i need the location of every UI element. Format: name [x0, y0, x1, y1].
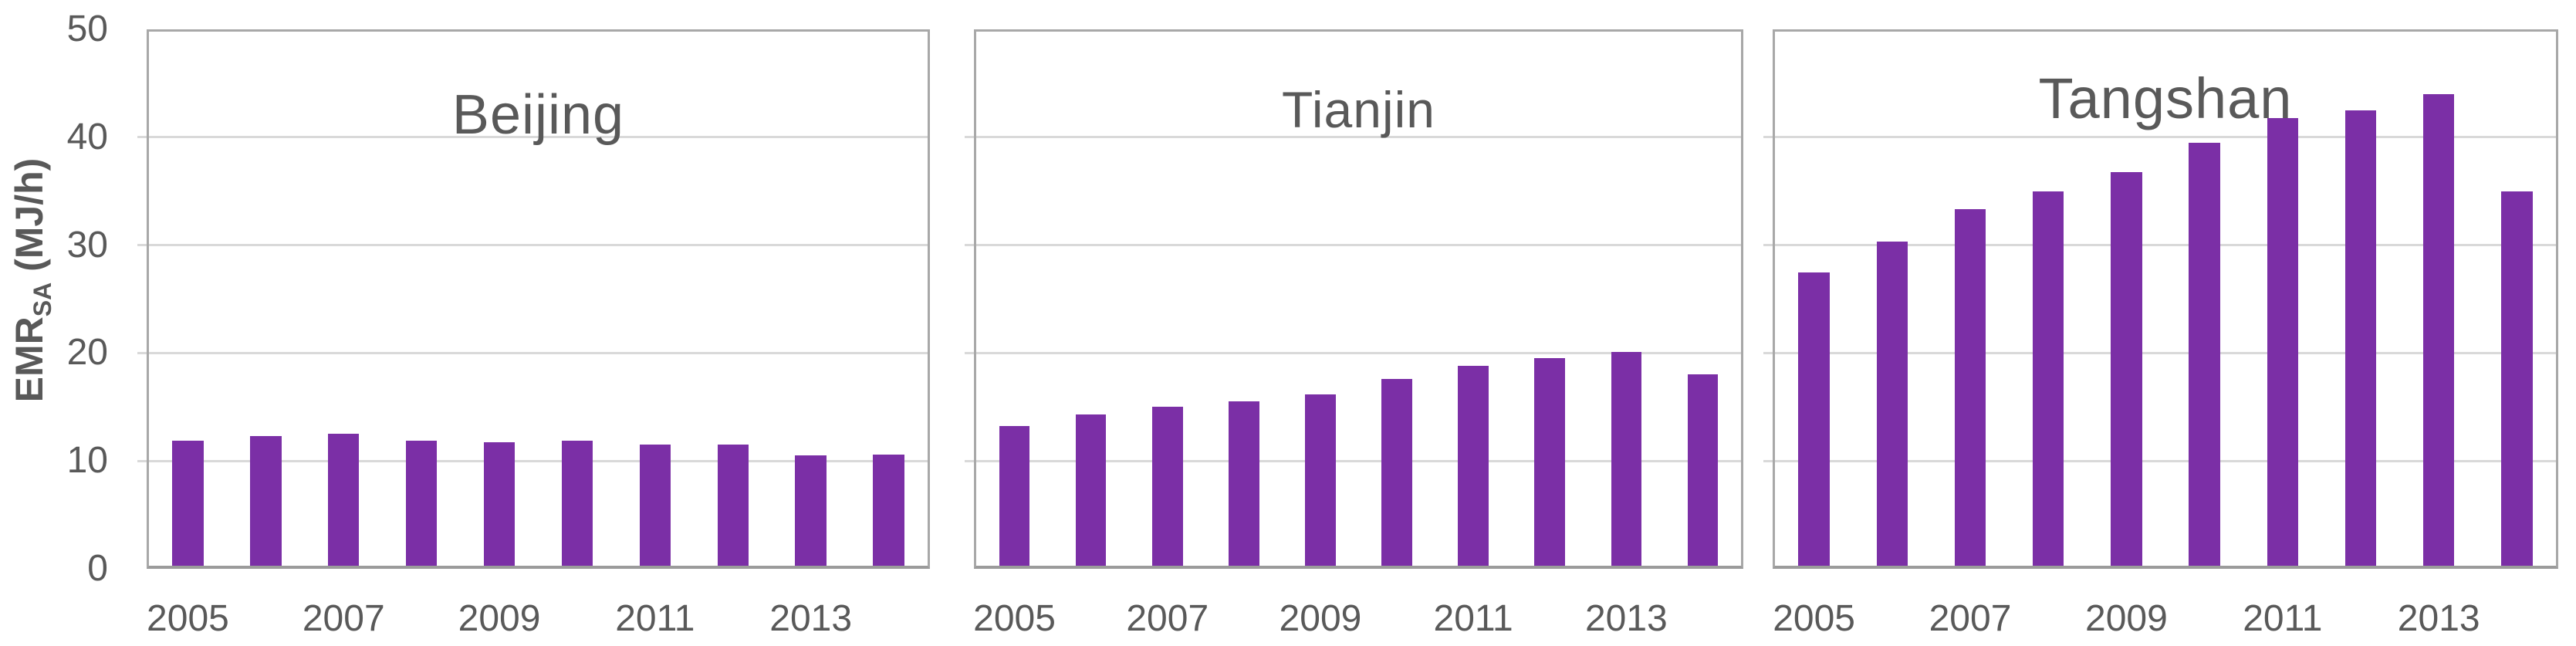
x-tick-label-2009: 2009 [458, 598, 541, 639]
bar-tianjin-2007 [1151, 407, 1183, 566]
y-tick-label: 50 [66, 8, 108, 49]
y-tick-label: 20 [66, 332, 108, 374]
bar-tianjin-2009 [1305, 394, 1336, 566]
bar-tianjin-2014 [1687, 374, 1719, 566]
x-tick-label-2005: 2005 [1773, 598, 1855, 639]
x-tick-label-2005: 2005 [973, 598, 1056, 639]
gridline-10 [149, 459, 928, 462]
bar-beijing-2005 [172, 440, 204, 566]
y-tick-mark-40 [137, 136, 147, 139]
panel-title-tangshan: Tangshan [2038, 66, 2293, 130]
y-tick-mark-10 [965, 459, 974, 462]
panel-tianjin: Tianjin [965, 29, 1743, 569]
y-tick-mark-20 [137, 351, 147, 354]
x-tick-label-2011: 2011 [2243, 598, 2323, 639]
y-tick-mark-40 [965, 136, 974, 139]
y-tick-mark-30 [1763, 244, 1773, 247]
bar-tianjin-2012 [1534, 358, 1566, 566]
bar-tangshan-2006 [1876, 242, 1908, 566]
y-tick-label: 40 [66, 116, 108, 157]
x-tick-label-2013: 2013 [1584, 598, 1668, 639]
gridline-40 [976, 136, 1741, 139]
x-tick-label-2009: 2009 [1279, 598, 1362, 639]
bar-tangshan-2007 [1954, 209, 1986, 566]
x-tick-label-2005: 2005 [147, 598, 229, 639]
x-tick-label-2011: 2011 [1433, 598, 1513, 639]
gridline-30 [1775, 244, 2556, 247]
panel-title-beijing: Beijing [451, 84, 625, 146]
bar-tangshan-2012 [2344, 110, 2377, 566]
gridline-30 [976, 244, 1741, 247]
y-tick-mark-20 [965, 351, 974, 354]
y-tick-mark-10 [137, 459, 147, 462]
gridline-20 [149, 351, 928, 354]
gridline-10 [1775, 459, 2556, 462]
gridline-20 [976, 351, 1741, 354]
gridline-40 [1775, 136, 2556, 139]
y-tick-label: 10 [66, 440, 108, 482]
bar-tianjin-2011 [1458, 366, 1489, 566]
x-tick-label-2013: 2013 [2397, 598, 2480, 639]
gridline-30 [149, 244, 928, 247]
bar-beijing-2010 [561, 440, 593, 566]
x-tick-label-2007: 2007 [1126, 598, 1209, 639]
bar-tianjin-2008 [1229, 401, 1259, 566]
bar-beijing-2008 [405, 440, 438, 566]
bar-beijing-2006 [250, 436, 282, 566]
x-tick-label-2007: 2007 [302, 598, 385, 639]
bar-tangshan-2005 [1798, 272, 1830, 566]
panel-title-tianjin: Tianjin [1282, 81, 1435, 138]
bar-tangshan-2014 [2501, 191, 2533, 566]
bar-tianjin-2013 [1611, 352, 1642, 566]
y-tick-mark-30 [137, 244, 147, 247]
y-tick-mark-40 [1763, 136, 1773, 139]
bar-beijing-2007 [328, 434, 360, 566]
gridline-20 [1775, 351, 2556, 354]
bar-beijing-2014 [873, 454, 904, 566]
x-tick-label-2013: 2013 [769, 598, 853, 639]
panel-tangshan: Tangshan [1763, 29, 2558, 569]
x-tick-label-2009: 2009 [2085, 598, 2168, 639]
bar-tangshan-2011 [2267, 117, 2299, 566]
bar-beijing-2013 [795, 455, 827, 566]
bar-tangshan-2009 [2111, 171, 2142, 566]
y-tick-label: 30 [66, 224, 108, 266]
bar-beijing-2011 [639, 445, 671, 566]
x-tick-label-2007: 2007 [1929, 598, 2012, 639]
gridline-10 [976, 459, 1741, 462]
y-axis-title-unit: (MJ/h) [8, 157, 51, 282]
bar-tianjin-2005 [999, 426, 1030, 566]
bar-tangshan-2010 [2189, 142, 2220, 566]
bar-tangshan-2008 [2032, 191, 2064, 566]
x-tick-label-2011: 2011 [615, 598, 695, 639]
bar-tianjin-2010 [1381, 378, 1412, 566]
bar-beijing-2009 [483, 442, 516, 566]
y-axis-title-subscript: SA [29, 282, 56, 317]
y-tick-mark-10 [1763, 459, 1773, 462]
y-tick-label: 0 [87, 548, 108, 589]
gridline-40 [149, 136, 928, 139]
y-tick-mark-20 [1763, 351, 1773, 354]
bar-tianjin-2006 [1075, 414, 1107, 566]
panel-beijing: Beijing [137, 29, 930, 569]
bar-beijing-2012 [717, 445, 749, 566]
bar-tangshan-2013 [2422, 93, 2455, 566]
y-tick-mark-30 [965, 244, 974, 247]
